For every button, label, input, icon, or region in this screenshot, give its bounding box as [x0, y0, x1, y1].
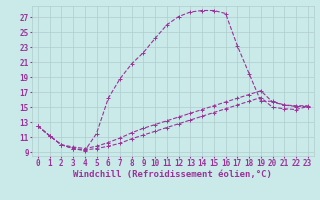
X-axis label: Windchill (Refroidissement éolien,°C): Windchill (Refroidissement éolien,°C) — [73, 170, 272, 179]
